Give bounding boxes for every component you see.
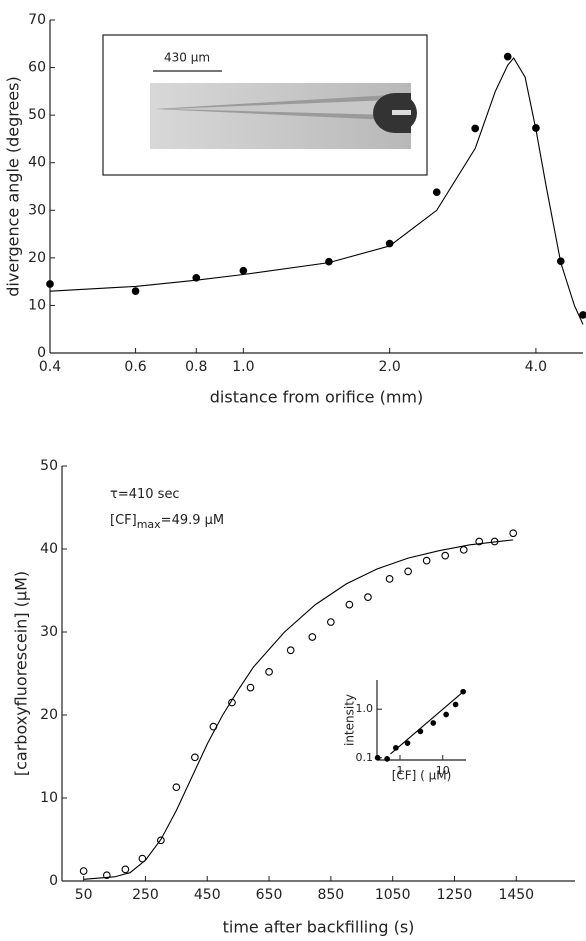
x-tick-label: 250 [132, 887, 159, 903]
x-tick-label: 4.0 [525, 359, 547, 375]
x-tick-label: 2.0 [379, 359, 401, 375]
y-tick-label: 50 [28, 107, 46, 123]
fit-curve [390, 690, 465, 755]
x-tick-label: 1.0 [232, 359, 254, 375]
y-tick-label: 60 [28, 60, 46, 76]
annotation-text: [CF] [110, 513, 137, 528]
x-tick-label: 50 [75, 887, 93, 903]
data-point [503, 52, 512, 61]
fit-curve [49, 57, 584, 325]
y-tick-label: 70 [28, 12, 46, 28]
annotation-sub: max [137, 518, 161, 531]
data-point [404, 740, 411, 747]
x-axis-label: distance from orifice (mm) [210, 388, 423, 407]
data-point [432, 188, 441, 197]
x-tick-label: 450 [194, 887, 221, 903]
x-tick-label: 650 [256, 887, 283, 903]
x-tick-label: 0.8 [185, 359, 207, 375]
annotation-suffix: =49.9 μM [161, 513, 224, 528]
data-point [422, 556, 431, 565]
y-axis-label: intensity [343, 694, 357, 746]
y-tick-label: 0.1 [356, 751, 374, 764]
y-axis-label: [carboxyfluorescein] (μM) [12, 571, 31, 776]
data-point [138, 854, 147, 863]
data-point [475, 537, 484, 546]
x-tick-label: 10 [436, 764, 450, 777]
data-point [327, 618, 335, 626]
data-point [239, 266, 248, 275]
y-tick-label: 10 [40, 790, 58, 806]
y-tick-label: 0 [37, 345, 46, 361]
data-point [345, 600, 354, 609]
data-point [308, 633, 317, 641]
x-tick-label: 1 [396, 764, 403, 777]
y-tick-label: 30 [28, 202, 46, 218]
data-point [79, 867, 88, 875]
data-point [459, 545, 468, 554]
data-point [46, 280, 54, 288]
y-tick-label: 40 [40, 541, 58, 557]
data-point [579, 311, 586, 319]
data-point [102, 871, 111, 880]
y-tick-label: 10 [28, 297, 46, 313]
data-point [191, 753, 199, 762]
annotation-text: τ=410 sec [110, 487, 180, 502]
y-tick-label: 20 [28, 250, 46, 266]
data-point [265, 667, 273, 676]
data-point [172, 783, 181, 792]
data-point [452, 701, 459, 708]
x-axis-label: [CF] ( μM) [392, 769, 452, 783]
y-tick-label: 30 [40, 624, 58, 640]
y-axis-label: divergence angle (degrees) [4, 76, 23, 296]
scale-label: 430 μm [164, 51, 210, 65]
x-tick-label: 0.4 [39, 359, 61, 375]
data-point [443, 711, 449, 718]
x-axis-label: time after backfilling (s) [223, 918, 415, 937]
data-point [471, 124, 480, 133]
data-point [121, 865, 130, 874]
data-point [364, 593, 372, 601]
y-tick-label: 40 [28, 155, 46, 171]
x-tick-label: 0.6 [124, 359, 146, 375]
y-tick-label: 1.0 [356, 702, 374, 715]
data-point [385, 575, 394, 583]
data-point [286, 646, 295, 655]
y-tick-label: 50 [40, 458, 58, 474]
y-tick-label: 0 [49, 873, 58, 889]
data-point [404, 567, 412, 576]
photo-inset: 430 μm [102, 34, 428, 176]
x-tick-label: 1250 [437, 887, 473, 903]
x-tick-label: 1450 [498, 887, 534, 903]
y-tick-label: 20 [40, 707, 58, 723]
annotation: [CF]max=49.9 μM [110, 513, 224, 532]
fit-curve [83, 539, 514, 880]
data-point [509, 529, 518, 538]
annotation: τ=410 sec [110, 487, 180, 502]
x-tick-label: 850 [317, 887, 344, 903]
data-point [131, 287, 140, 296]
data-point [441, 551, 450, 560]
data-point [246, 683, 255, 692]
x-tick-label: 1050 [375, 887, 411, 903]
data-point [157, 836, 165, 845]
data-point [430, 720, 437, 726]
data-point [384, 756, 390, 762]
data-point [374, 754, 381, 761]
